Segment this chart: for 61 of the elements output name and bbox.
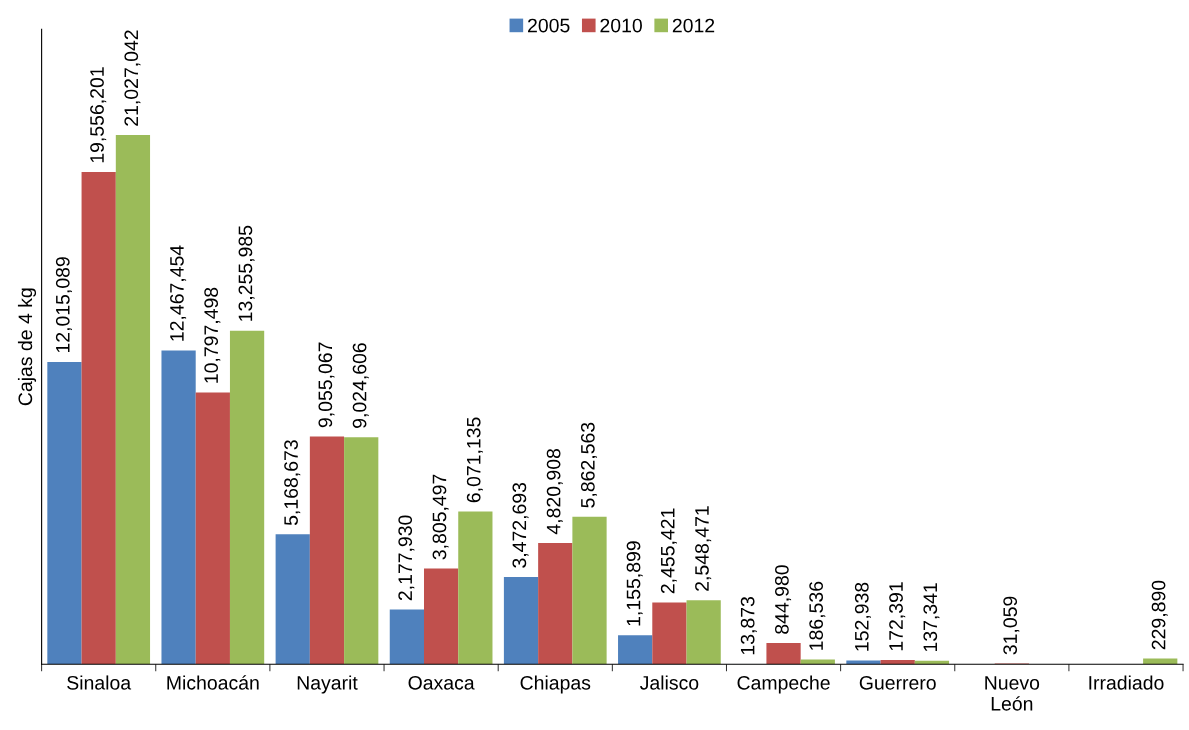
x-tick-label: Nayarit — [297, 675, 358, 694]
legend-label: 2010 — [600, 18, 642, 33]
data-label: 13,255,985 — [238, 225, 255, 321]
bar — [195, 392, 230, 665]
data-label: 19,556,201 — [90, 67, 107, 163]
data-label: 3,805,497 — [432, 474, 449, 560]
x-tick-label: Guerrero — [859, 675, 936, 690]
data-label: 6,071,135 — [466, 417, 483, 503]
x-tick-label: Jalisco — [639, 675, 699, 690]
data-label: 9,024,606 — [352, 343, 369, 428]
data-label: 5,862,563 — [580, 422, 598, 508]
x-tick-label: Sinaloa — [67, 675, 132, 690]
data-label: 186,536 — [809, 581, 826, 650]
bar — [424, 568, 459, 665]
bar — [81, 172, 116, 665]
legend-label: 2005 — [528, 18, 570, 33]
data-label: 4,820,908 — [546, 448, 563, 535]
bar — [503, 576, 539, 665]
data-label: 10,797,498 — [204, 287, 221, 383]
bar — [389, 609, 424, 665]
bar — [229, 330, 265, 665]
bar — [538, 542, 573, 665]
data-label: 844,980 — [775, 565, 792, 634]
legend-label: 2012 — [672, 18, 715, 33]
bar — [618, 635, 653, 665]
bar — [47, 361, 82, 665]
y-axis-title: Cajas de 4 kg — [17, 288, 37, 406]
bar — [309, 436, 345, 665]
bar — [686, 600, 721, 665]
bar — [652, 602, 687, 665]
data-label: 31,059 — [1003, 596, 1020, 655]
data-label: 13,873 — [740, 597, 757, 655]
data-label: 3,472,693 — [512, 482, 529, 568]
bar — [344, 437, 379, 665]
x-tick-label: Campeche — [737, 675, 830, 694]
x-tick-label: Irradiado — [1089, 675, 1164, 690]
bar — [572, 516, 607, 665]
x-tick-label: Oaxaca — [408, 675, 475, 690]
bar — [275, 534, 310, 665]
data-label: 137,341 — [923, 583, 940, 652]
bar — [766, 643, 801, 665]
x-tick-label: Michoacán — [167, 675, 259, 690]
x-tick-label: Chiapas — [520, 675, 591, 694]
bar — [846, 660, 881, 665]
data-label: 152,938 — [854, 582, 871, 651]
data-label: 229,890 — [1151, 580, 1168, 650]
data-label: 9,055,067 — [318, 342, 335, 428]
bar — [115, 135, 151, 665]
data-label: 5,168,673 — [284, 440, 301, 526]
bar — [880, 659, 915, 665]
data-label: 2,455,421 — [660, 508, 677, 594]
data-label: 12,467,454 — [170, 245, 187, 341]
x-tick-label: Nuevo León — [985, 676, 1040, 711]
data-label: 1,155,899 — [626, 541, 643, 626]
data-label: 21,027,042 — [124, 30, 141, 126]
data-label: 2,177,930 — [398, 515, 415, 601]
data-label: 2,548,471 — [695, 506, 712, 591]
data-label: 172,391 — [889, 582, 906, 651]
bar — [161, 350, 196, 665]
bar — [458, 511, 493, 665]
data-label: 12,015,089 — [55, 257, 72, 353]
